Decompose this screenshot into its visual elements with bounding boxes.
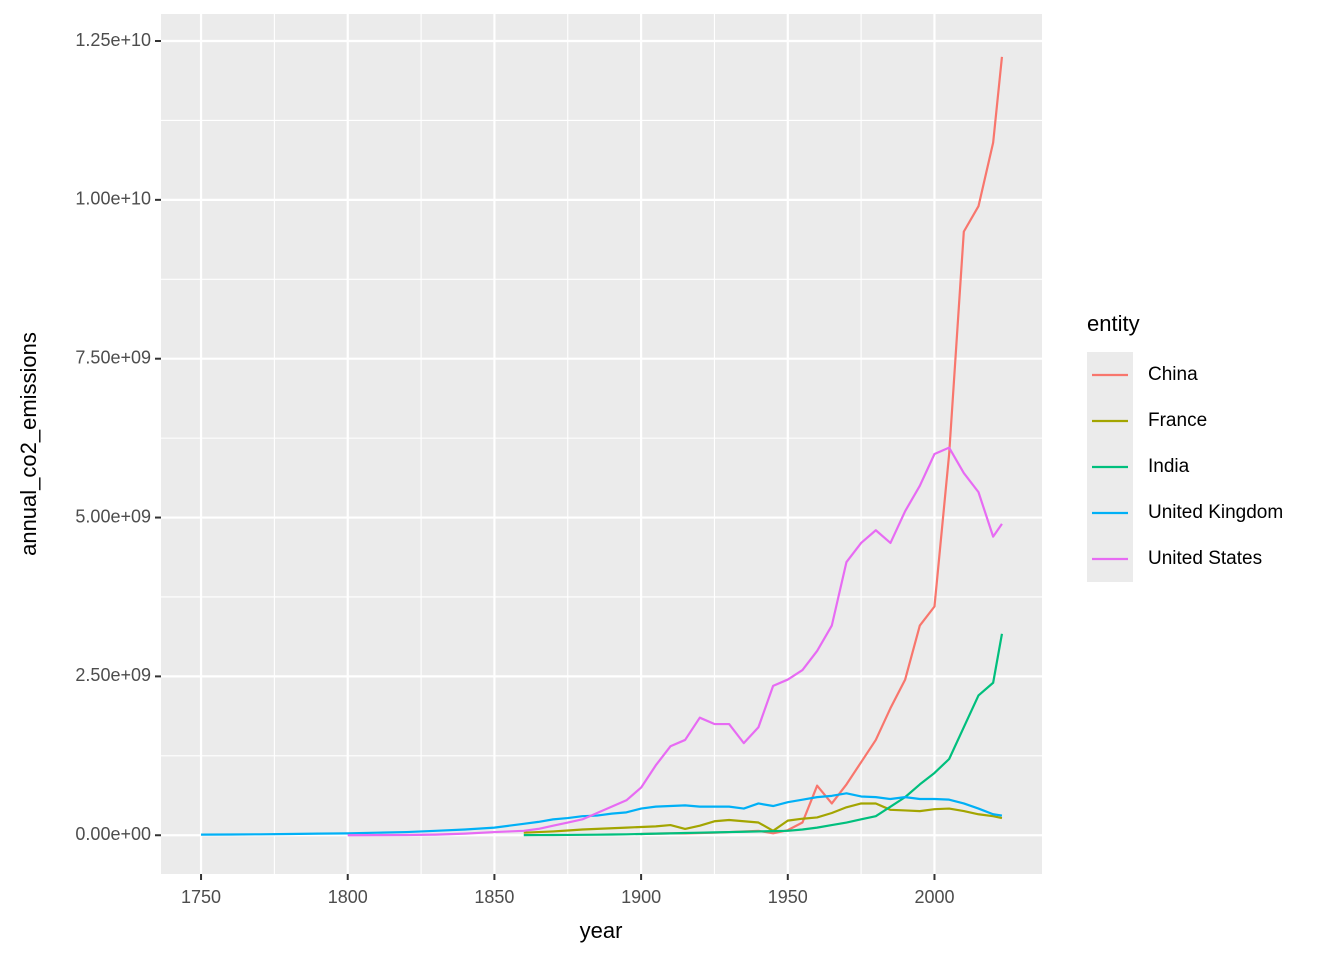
legend-label: United Kingdom — [1148, 502, 1283, 523]
y-tick-label: 7.50e+09 — [75, 347, 151, 367]
series-line — [201, 792, 1003, 836]
y-tick-label: 0.00e+00 — [75, 824, 151, 844]
y-tick-label: 5.00e+09 — [75, 506, 151, 526]
legend-label: United States — [1148, 548, 1262, 569]
legend-label: China — [1148, 364, 1198, 385]
panel — [161, 14, 1042, 874]
x-tick-label: 1750 — [181, 887, 221, 907]
x-tick-label: 2000 — [914, 887, 954, 907]
x-tick-label: 1800 — [328, 887, 368, 907]
x-tick-label: 1900 — [621, 887, 661, 907]
x-tick-label: 1850 — [474, 887, 514, 907]
x-axis-title: year — [580, 918, 623, 943]
series-line — [523, 802, 1003, 834]
legend-title: entity — [1087, 311, 1140, 336]
series-line — [523, 633, 1004, 837]
y-tick-label: 1.00e+10 — [75, 189, 151, 209]
y-tick-label: 2.50e+09 — [75, 665, 151, 685]
y-tick-label: 1.25e+10 — [75, 30, 151, 50]
series-line — [347, 446, 1003, 837]
legend-label: India — [1148, 456, 1190, 477]
x-tick-label: 1950 — [768, 887, 808, 907]
y-axis-title: annual_co2_emissions — [16, 332, 41, 556]
legend-label: France — [1148, 410, 1207, 431]
